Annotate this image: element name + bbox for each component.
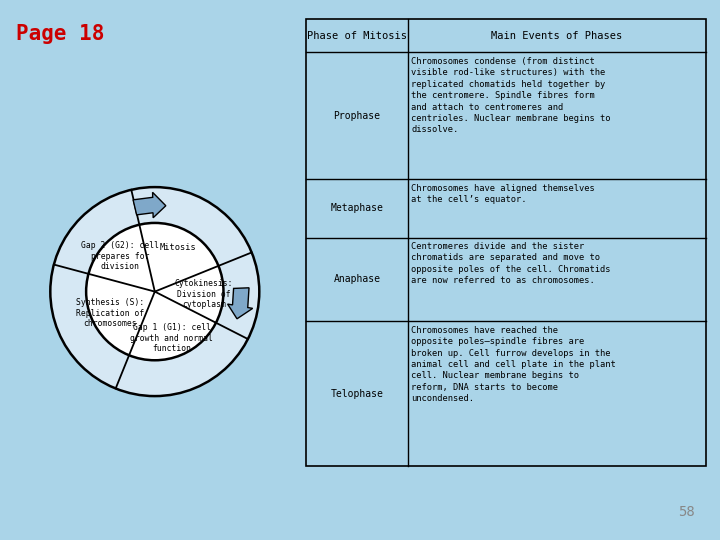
Polygon shape: [228, 288, 253, 319]
Polygon shape: [133, 192, 166, 218]
Bar: [306, 19, 706, 466]
Circle shape: [50, 187, 259, 396]
Text: Gap 1 (G1): cell
growth and normal
function: Gap 1 (G1): cell growth and normal funct…: [130, 323, 213, 353]
Text: Mitosis: Mitosis: [160, 244, 197, 252]
Text: Centromeres divide and the sister
chromatids are separated and move to
opposite : Centromeres divide and the sister chroma…: [411, 242, 611, 285]
Text: Chromosomes have reached the
opposite poles—spindle fibres are
broken up. Cell f: Chromosomes have reached the opposite po…: [411, 326, 616, 403]
Text: Cytokinesis:
Division of
cytoplasm: Cytokinesis: Division of cytoplasm: [175, 279, 233, 309]
Circle shape: [86, 223, 223, 360]
Text: Synthesis (S):
Replication of
chromosomes: Synthesis (S): Replication of chromosome…: [76, 299, 145, 328]
Text: Main Events of Phases: Main Events of Phases: [491, 31, 622, 40]
Text: Chromosomes have aligned themselves
at the cell’s equator.: Chromosomes have aligned themselves at t…: [411, 184, 595, 204]
Text: Prophase: Prophase: [333, 111, 380, 121]
Text: Anaphase: Anaphase: [333, 274, 380, 285]
Text: 58: 58: [678, 505, 695, 519]
Text: Metaphase: Metaphase: [330, 204, 383, 213]
Text: Chromosomes condense (from distinct
visible rod-like structures) with the
replic: Chromosomes condense (from distinct visi…: [411, 57, 611, 134]
Text: Gap 2 (G2): cell
prepares for
division: Gap 2 (G2): cell prepares for division: [81, 241, 159, 271]
Text: Phase of Mitosis: Phase of Mitosis: [307, 31, 407, 40]
Text: Page 18: Page 18: [16, 24, 104, 44]
Text: Telophase: Telophase: [330, 389, 383, 399]
